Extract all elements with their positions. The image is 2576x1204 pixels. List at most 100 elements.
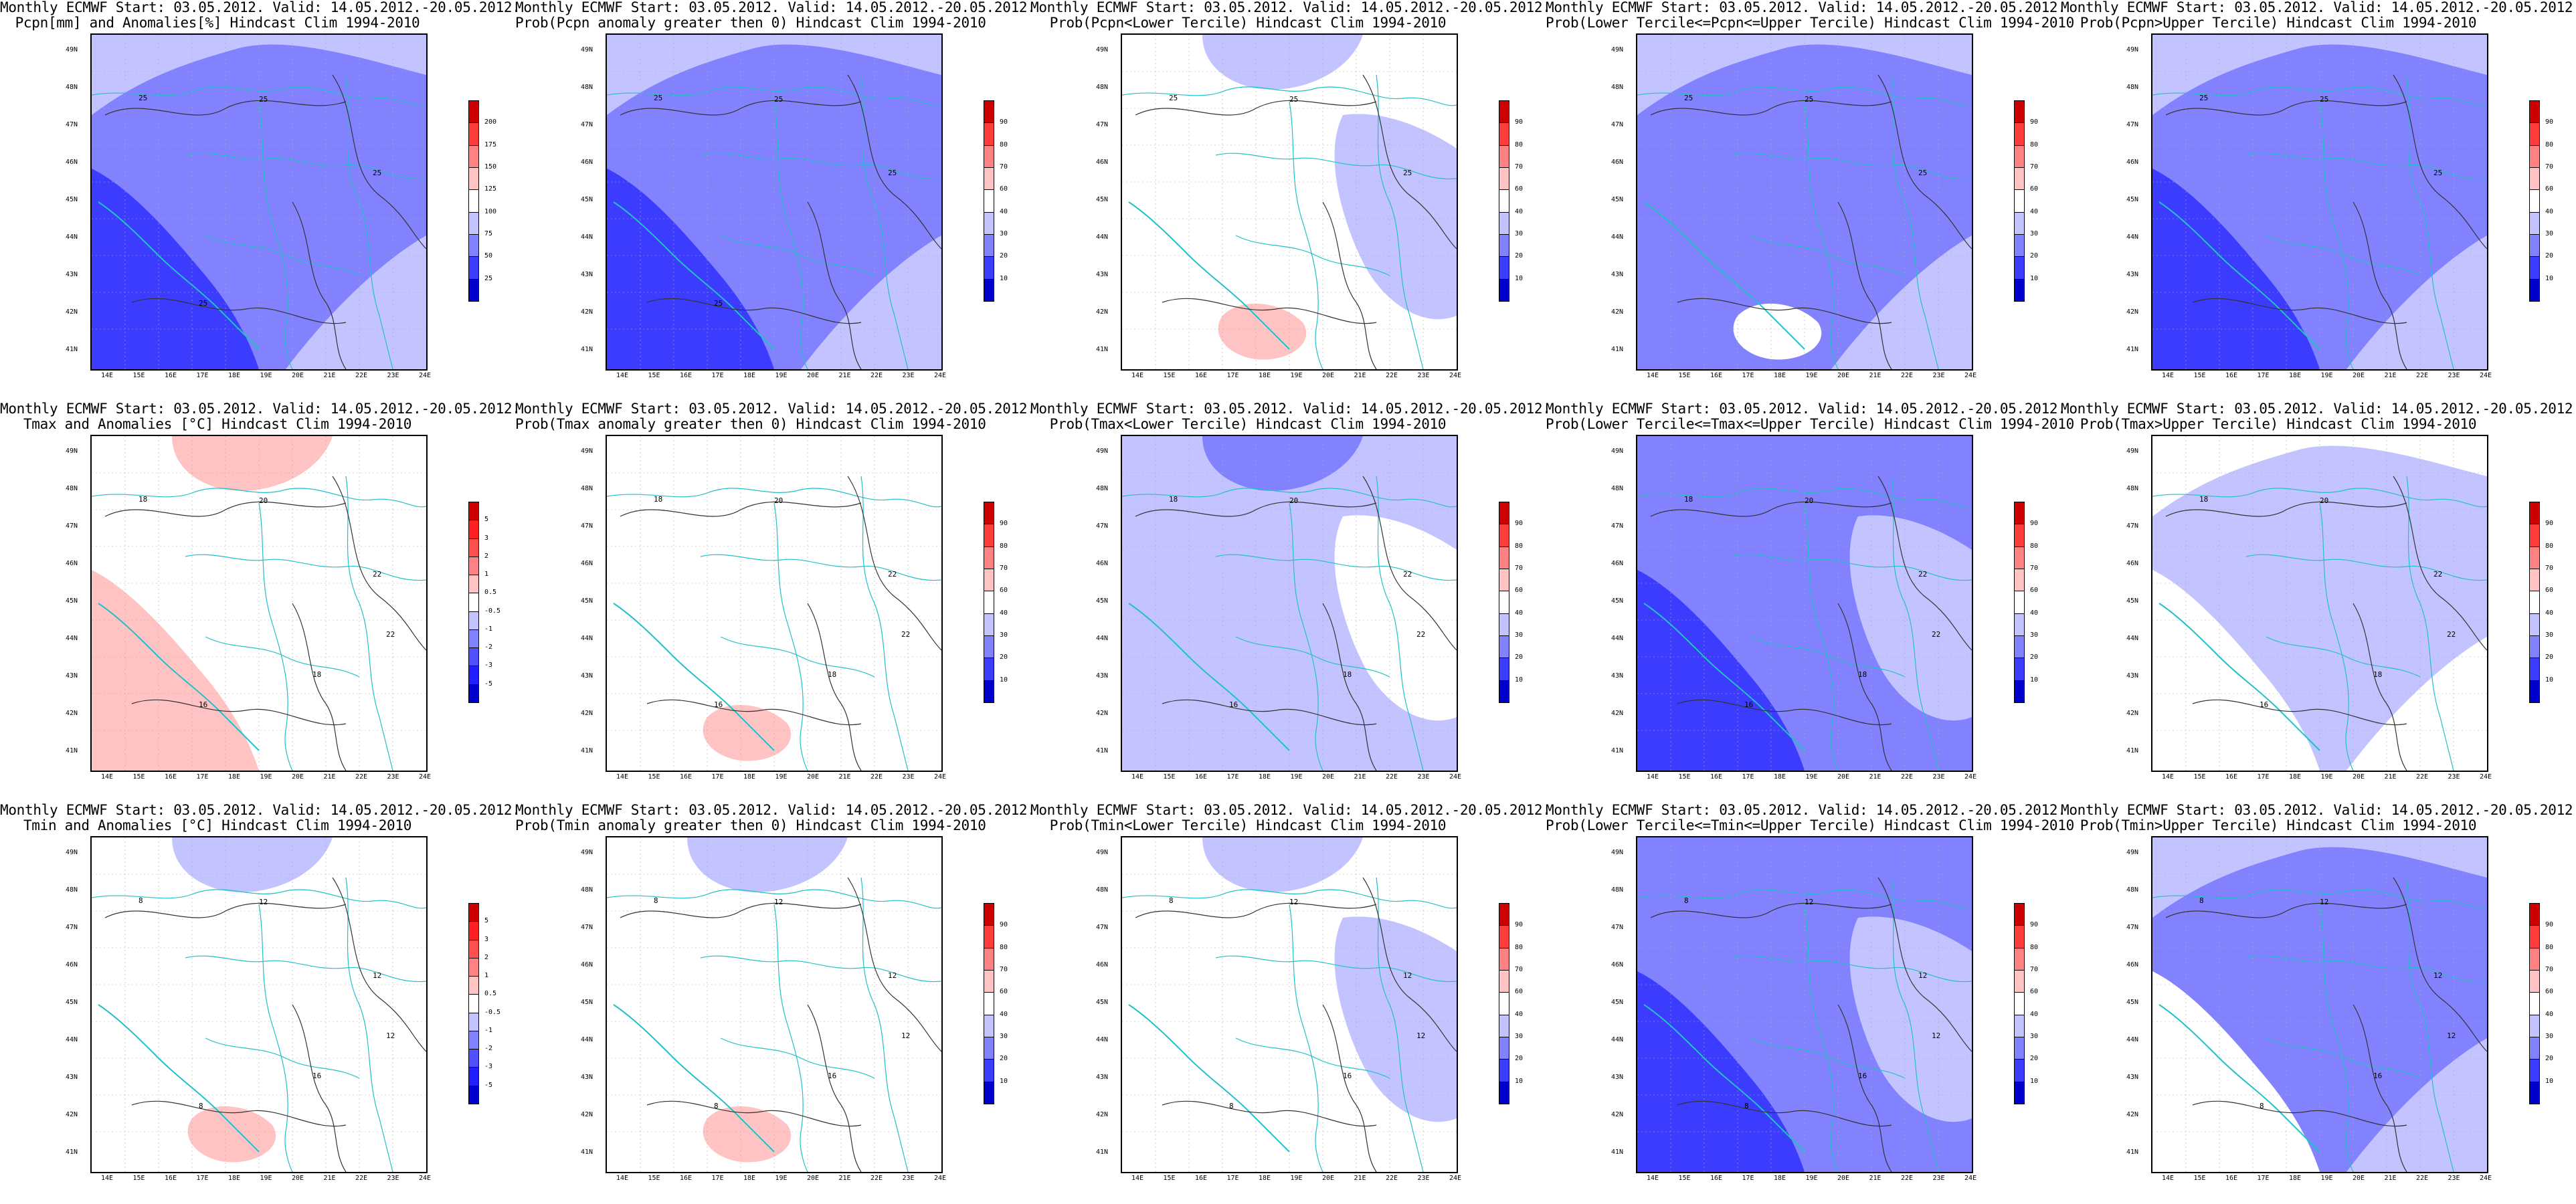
lon-tick-label: 19E	[2320, 372, 2333, 379]
contour-label: 25	[1918, 169, 1927, 177]
color-scale: 5 3 2 1 0.5 -0.5 -1 -2 -3 -5	[468, 401, 509, 803]
contour-label: 12	[1416, 1031, 1425, 1040]
lat-tick-label: 42N	[1096, 1111, 1109, 1118]
lat-tick-label: 42N	[1611, 308, 1624, 316]
color-scale-segment	[2529, 1014, 2540, 1037]
country-border	[1289, 101, 1323, 369]
color-scale-label: 20	[2030, 252, 2039, 260]
color-scale-segment	[468, 1085, 479, 1104]
contour-line	[1877, 74, 1972, 249]
lat-tick-label: 47N	[1611, 121, 1624, 128]
lat-tick-label: 48N	[1096, 84, 1109, 91]
lon-tick-label: 15E	[132, 372, 145, 379]
color-scale-label: 40	[1000, 1010, 1008, 1018]
color-scale: 90 80 70 60 40 30 20 10	[1499, 401, 1539, 803]
map-canvas: 18 20 22 16 18 22	[92, 436, 426, 771]
lon-tick-label: 21E	[1869, 773, 1881, 781]
lat-tick-label: 46N	[2126, 961, 2139, 969]
color-scale-segment	[468, 575, 479, 594]
color-scale-segment	[2529, 970, 2540, 993]
contour-label: 20	[774, 496, 783, 505]
contour-label: 18	[2199, 495, 2208, 504]
lon-tick-label: 22E	[1386, 773, 1398, 781]
color-scale-label: 25	[484, 274, 493, 282]
color-scale-label: 60	[1000, 988, 1008, 996]
lon-tick-label: 20E	[2353, 1175, 2365, 1182]
country-border	[2406, 476, 2454, 771]
contour-line	[1162, 699, 1377, 726]
lon-tick-label: 19E	[775, 372, 788, 379]
color-scale-segment	[1499, 278, 1509, 302]
color-scale-label: 90	[1000, 921, 1008, 929]
color-scale-segment	[1499, 925, 1509, 948]
lon-tick-label: 22E	[2416, 773, 2429, 781]
lat-tick-label: 45N	[1611, 597, 1624, 605]
lat-tick-label: 42N	[66, 308, 78, 316]
country-border	[773, 101, 808, 369]
color-scale-segment	[2529, 903, 2540, 926]
contour-label: 16	[714, 700, 723, 709]
lon-tick-label: 19E	[2320, 773, 2333, 781]
contour-label: 12	[2320, 898, 2328, 906]
lat-tick-label: 43N	[581, 271, 593, 278]
color-scale-label: -3	[484, 1063, 493, 1071]
panel-title: Monthly ECMWF Start: 03.05.2012. Valid: …	[1030, 802, 1551, 833]
contour-line	[1135, 100, 1377, 116]
color-scale-segment	[2014, 658, 2025, 681]
contour-label: 18	[1858, 670, 1867, 679]
map-canvas: 25 25 25	[1637, 35, 1972, 369]
lon-tick-label: 24E	[934, 773, 947, 781]
contour-label: 12	[1289, 898, 1298, 906]
contour-line	[620, 100, 862, 116]
country-border	[607, 889, 941, 909]
lon-tick-label: 16E	[1195, 773, 1208, 781]
lat-tick-label: 47N	[2126, 522, 2139, 530]
lat-tick-label: 46N	[66, 961, 78, 969]
color-scale-label: 175	[484, 140, 497, 148]
color-scale-label: 20	[1515, 252, 1524, 260]
lat-tick-label: 48N	[581, 84, 593, 91]
lat-tick-label: 46N	[2126, 560, 2139, 567]
color-scale-segment	[468, 556, 479, 576]
lon-tick-label: 16E	[1195, 1175, 1208, 1182]
color-scale-segment	[1499, 524, 1509, 547]
color-scale-segment	[2529, 546, 2540, 569]
lat-tick-label: 49N	[1611, 46, 1624, 54]
lon-tick-label: 24E	[1964, 372, 1977, 379]
lon-tick-label: 19E	[1805, 773, 1818, 781]
color-scale-label: 80	[1000, 943, 1008, 951]
color-scale-label: 30	[2030, 1033, 2039, 1040]
lat-tick-label: 42N	[1611, 710, 1624, 717]
panel-title: Monthly ECMWF Start: 03.05.2012. Valid: …	[2061, 401, 2576, 432]
contour-line	[1650, 902, 1892, 918]
color-scale-segment	[984, 524, 994, 547]
lon-tick-label: 17E	[2257, 1175, 2270, 1182]
color-scale-label: 70	[1000, 966, 1008, 973]
lat-tick-label: 47N	[581, 924, 593, 931]
lon-tick-label: 19E	[1290, 372, 1303, 379]
lon-tick-label: 16E	[165, 773, 177, 781]
map-frame: 8 12 12 8 16 12	[1636, 836, 1973, 1173]
coastline	[98, 1004, 260, 1152]
contour-line	[332, 74, 426, 249]
contour-label: 12	[901, 1031, 910, 1040]
lon-tick-label: 23E	[387, 372, 399, 379]
color-scale-segment	[468, 684, 479, 703]
country-border	[2319, 502, 2354, 771]
color-scale-segment	[468, 976, 479, 995]
lat-tick-label: 42N	[581, 710, 593, 717]
lat-tick-label: 42N	[1096, 710, 1109, 717]
lat-tick-label: 46N	[1611, 159, 1624, 166]
lon-tick-label: 15E	[648, 372, 660, 379]
lon-tick-label: 23E	[1417, 372, 1430, 379]
color-scale-label: 40	[2030, 1010, 2039, 1018]
lat-tick-label: 48N	[581, 485, 593, 492]
color-scale-segment	[984, 680, 994, 703]
color-scale-segment	[2014, 189, 2025, 213]
country-border	[860, 74, 909, 369]
map-frame: 25 25 25	[2151, 33, 2488, 371]
color-scale-label: 90	[1515, 520, 1524, 528]
lon-tick-label: 18E	[1774, 372, 1786, 379]
country-border	[185, 554, 426, 581]
color-scale-label: -1	[484, 625, 493, 633]
